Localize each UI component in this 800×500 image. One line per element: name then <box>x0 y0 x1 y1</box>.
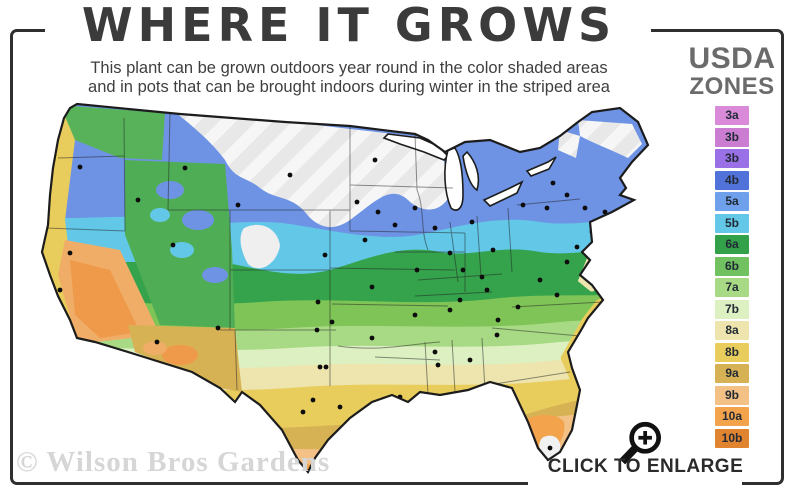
city-marker <box>460 267 466 273</box>
subtitle-line-1: This plant can be grown outdoors year ro… <box>90 59 608 77</box>
city-marker <box>369 284 375 290</box>
city-marker <box>432 225 438 231</box>
city-marker <box>170 242 176 248</box>
city-marker <box>57 287 63 293</box>
city-marker <box>412 312 418 318</box>
zone-shading <box>42 104 648 472</box>
zone-swatch-5b: 5b <box>715 213 749 233</box>
city-marker <box>315 299 321 305</box>
city-marker <box>154 339 160 345</box>
city-marker <box>484 287 490 293</box>
zone-swatch-8a: 8a <box>715 321 749 340</box>
city-marker <box>515 304 521 310</box>
city-marker <box>447 250 453 256</box>
city-marker <box>447 307 453 313</box>
city-marker <box>479 274 485 280</box>
city-marker <box>314 327 320 333</box>
city-marker <box>235 202 241 208</box>
frame-gap-bottom <box>528 480 742 492</box>
legend-heading-usda: USDA <box>688 42 776 75</box>
city-marker <box>564 259 570 265</box>
zone-swatch-7b: 7b <box>715 299 749 319</box>
zone-swatch-7a: 7a <box>715 278 749 297</box>
city-marker <box>490 247 496 253</box>
city-marker <box>287 172 293 178</box>
zone-swatch-3b: 3b <box>715 149 749 168</box>
city-marker <box>77 164 83 170</box>
subtitle-line-2: and in pots that can be brought indoors … <box>88 78 610 96</box>
zone-swatch-4b: 4b <box>715 170 749 190</box>
city-marker <box>317 364 323 370</box>
city-marker <box>432 349 438 355</box>
city-marker <box>547 445 553 451</box>
city-marker <box>520 202 526 208</box>
city-marker <box>435 362 441 368</box>
city-marker <box>375 209 381 215</box>
city-marker <box>469 219 475 225</box>
city-marker <box>537 277 543 283</box>
zone-swatch-8b: 8b <box>715 342 749 362</box>
city-marker <box>337 404 343 410</box>
usda-zone-map[interactable] <box>20 100 660 480</box>
city-marker <box>392 222 398 228</box>
great-lakes <box>382 133 557 211</box>
zone-list: 3a 3b 3b 4b 5a 5b 6a 6b 7a 7b 8a 8b 9a 9b 10a 10b <box>684 106 780 448</box>
city-marker <box>457 297 463 303</box>
city-marker <box>369 335 375 341</box>
page-title: WHERE IT GROWS <box>81 0 617 52</box>
city-marker <box>322 252 328 258</box>
striped-area <box>170 108 450 228</box>
city-marker <box>300 409 306 415</box>
city-marker <box>362 237 368 243</box>
city-marker <box>135 197 141 203</box>
zone-swatch-5a: 5a <box>715 192 749 211</box>
city-marker <box>467 357 473 363</box>
legend-heading-zones: ZONES <box>689 73 775 100</box>
city-marker <box>67 250 73 256</box>
city-marker <box>372 157 378 163</box>
click-to-enlarge-label[interactable]: CLICK TO ENLARGE <box>547 456 744 477</box>
city-marker <box>310 397 316 403</box>
frame-gap-top <box>45 25 651 36</box>
usda-zones-legend: USDA ZONES 3a 3b 3b 4b 5a 5b 6a 6b 7a 7b 8a 8b 9a 9b 1… <box>684 44 780 450</box>
zone-swatch-3a: 3a <box>715 106 749 125</box>
city-marker <box>414 267 420 273</box>
watermark: © Wilson Bros Gardens <box>16 446 331 478</box>
magnifier-plus-icon[interactable] <box>615 418 667 470</box>
city-marker <box>550 180 556 186</box>
city-marker <box>385 397 391 403</box>
city-marker <box>354 199 360 205</box>
city-marker <box>215 325 221 331</box>
city-marker <box>574 244 580 250</box>
city-marker <box>412 205 418 211</box>
zone-swatch-9b: 9b <box>715 385 749 405</box>
city-marker <box>494 332 500 338</box>
zone-swatch-6b: 6b <box>715 256 749 276</box>
map-container[interactable] <box>20 100 660 480</box>
zone-swatch-9a: 9a <box>715 364 749 383</box>
city-marker <box>602 209 608 215</box>
city-markers <box>57 157 608 451</box>
city-marker <box>323 364 329 370</box>
zone-swatch-10a: 10a <box>715 407 749 426</box>
zone-swatch-10b: 10b <box>715 428 749 448</box>
city-marker <box>564 192 570 198</box>
state-borders <box>45 111 604 395</box>
zone-swatch-3b: 3b <box>715 127 749 147</box>
city-marker <box>544 205 550 211</box>
city-marker <box>554 292 560 298</box>
zone-swatch-6a: 6a <box>715 235 749 254</box>
city-marker <box>582 205 588 211</box>
page-subtitle: This plant can be grown outdoors year ro… <box>40 59 658 97</box>
city-marker <box>329 319 335 325</box>
city-marker <box>182 165 188 171</box>
city-marker <box>495 317 501 323</box>
